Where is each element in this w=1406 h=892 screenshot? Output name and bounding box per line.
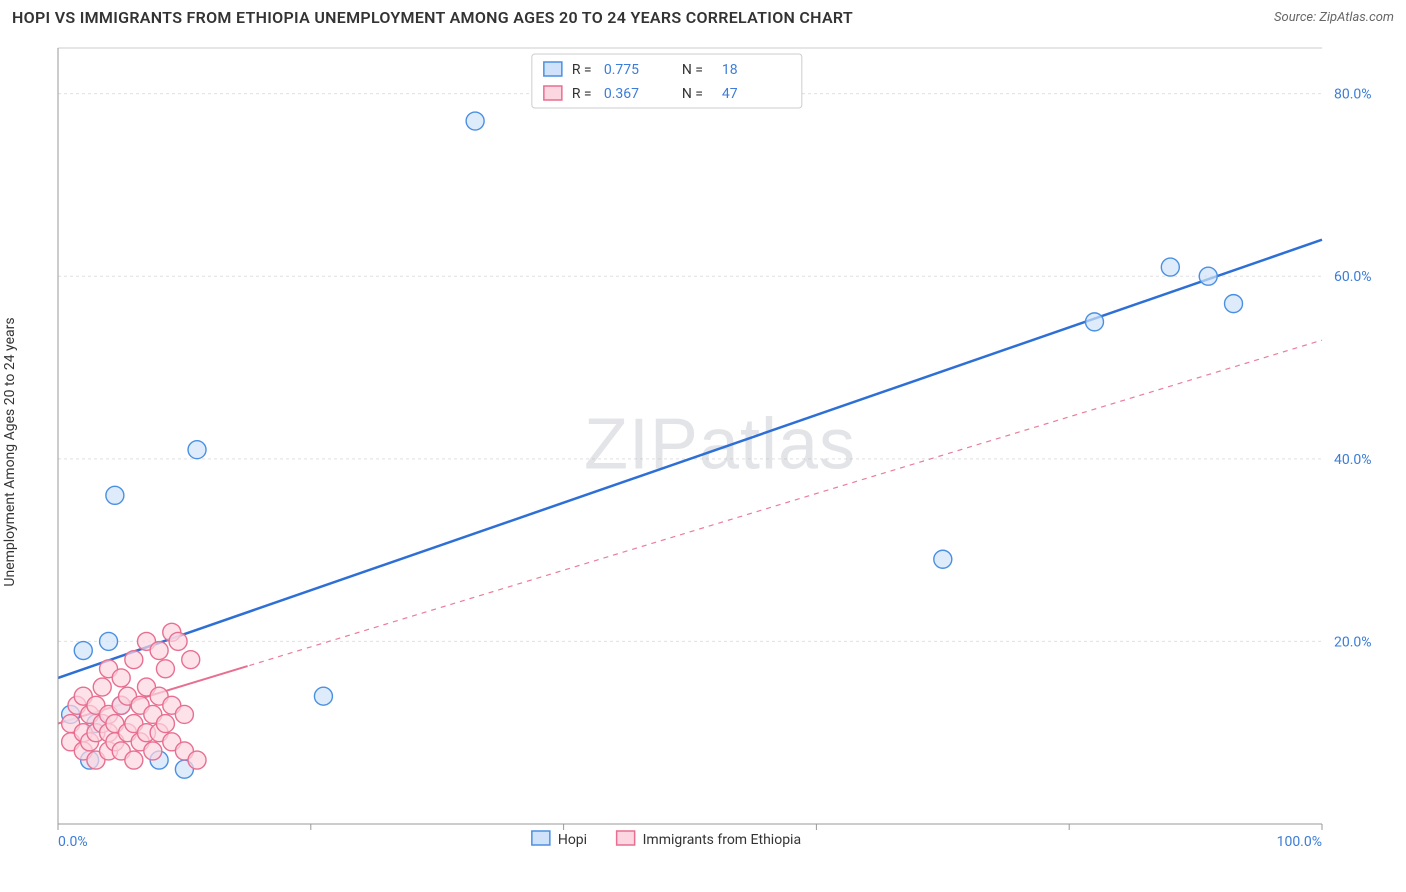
y-tick-label: 20.0% [1334,634,1372,650]
n-value: 18 [722,62,738,78]
scatter-plot: 20.0%40.0%60.0%80.0%ZIPatlas0.0%100.0%R … [48,42,1392,862]
title-bar: HOPI VS IMMIGRANTS FROM ETHIOPIA UNEMPLO… [0,0,1406,31]
legend-swatch [532,831,550,845]
series-legend: Hopi Immigrants from Ethiopia [532,831,801,848]
x-tick-label: 100.0% [1277,834,1322,850]
legend-label-ethiopia: Immigrants from Ethiopia [643,832,801,848]
x-tick-label: 0.0% [58,834,88,850]
data-point [156,715,174,733]
data-point [1199,267,1217,285]
data-point [106,486,124,504]
source-label: Source: ZipAtlas.com [1274,10,1394,25]
y-tick-label: 60.0% [1334,269,1372,285]
data-point [144,742,162,760]
n-label: N = [682,86,703,102]
r-value: 0.367 [604,86,639,102]
data-point [466,112,484,130]
data-point [1161,258,1179,276]
data-point [314,687,332,705]
data-point [175,705,193,723]
r-value: 0.775 [604,62,639,78]
chart-area: Unemployment Among Ages 20 to 24 years 2… [48,42,1392,862]
data-point [125,651,143,669]
legend-swatch [544,62,562,76]
data-point [150,642,168,660]
legend-swatch [617,831,635,845]
data-point [169,632,187,650]
data-point [74,642,92,660]
data-point [934,550,952,568]
data-point [1225,295,1243,313]
n-label: N = [682,62,703,78]
legend-swatch [544,86,562,100]
y-tick-label: 40.0% [1334,452,1372,468]
legend-label-hopi: Hopi [558,832,587,848]
r-label: R = [572,86,592,102]
data-point [100,632,118,650]
y-axis-label: Unemployment Among Ages 20 to 24 years [2,317,18,586]
data-point [188,751,206,769]
n-value: 47 [722,86,738,102]
data-point [125,751,143,769]
data-point [156,660,174,678]
data-point [112,669,130,687]
data-point [93,678,111,696]
data-point [1085,313,1103,331]
chart-title: HOPI VS IMMIGRANTS FROM ETHIOPIA UNEMPLO… [12,8,853,27]
r-label: R = [572,62,592,78]
data-point [182,651,200,669]
y-tick-label: 80.0% [1334,87,1372,103]
data-point [188,441,206,459]
